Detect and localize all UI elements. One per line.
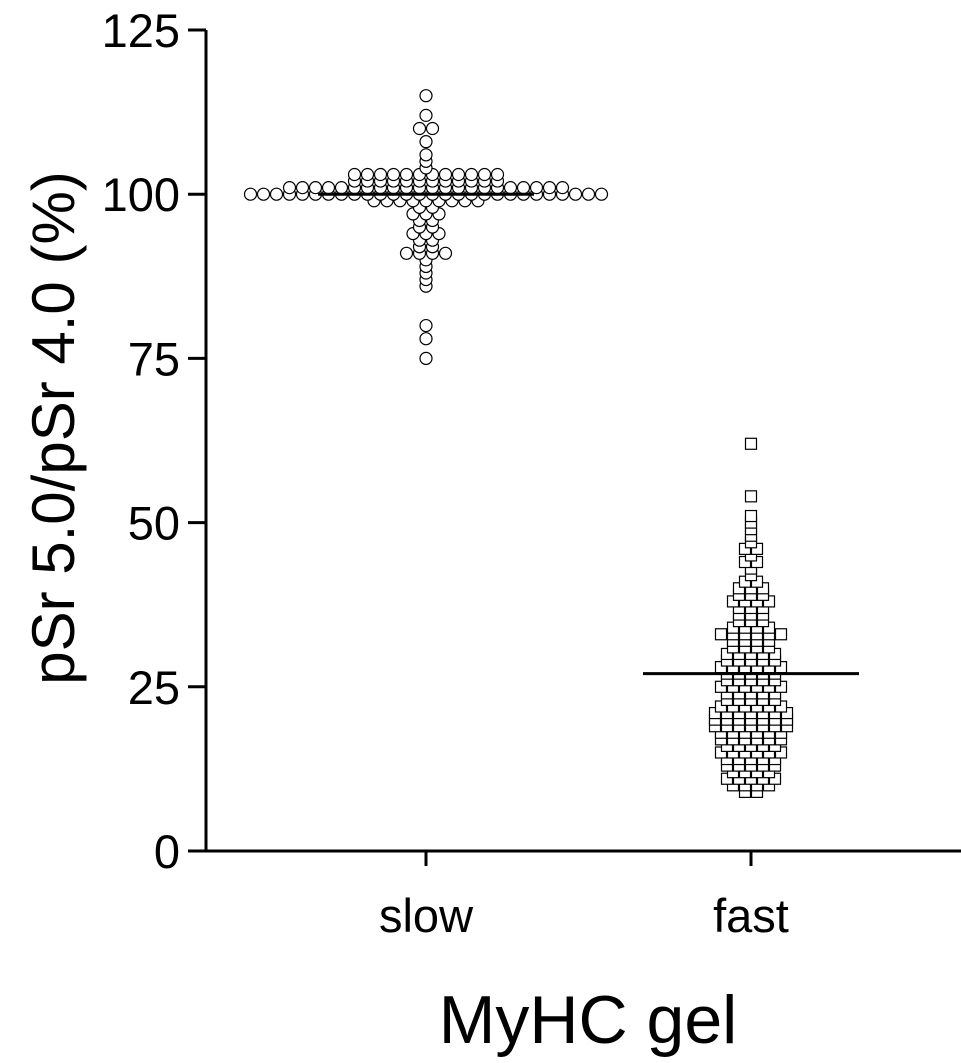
data-point-slow bbox=[419, 148, 433, 162]
x-axis-title: MyHC gel bbox=[439, 982, 738, 1058]
data-point-slow bbox=[347, 167, 362, 182]
y-tick-label: 100 bbox=[102, 168, 180, 221]
mean-lines bbox=[318, 192, 859, 676]
data-point-slow bbox=[334, 181, 349, 195]
data-point-slow bbox=[581, 187, 596, 201]
data-point-slow bbox=[399, 167, 414, 182]
data-point-fast bbox=[714, 628, 728, 641]
data-point-slow bbox=[256, 187, 271, 201]
data-point-slow bbox=[243, 187, 258, 201]
data-point-slow bbox=[451, 167, 466, 182]
data-point-slow bbox=[399, 246, 414, 260]
data-point-slow bbox=[438, 246, 453, 260]
data-point-slow bbox=[295, 181, 310, 195]
data-point-fast bbox=[744, 509, 758, 523]
data-point-slow bbox=[464, 167, 479, 182]
x-ticks: slow fast bbox=[379, 851, 789, 942]
data-point-slow bbox=[419, 318, 433, 333]
data-point-slow bbox=[425, 121, 440, 136]
data-point-slow bbox=[419, 89, 433, 103]
y-axis-title: pSr 5.0/pSr 4.0 (%) bbox=[20, 171, 87, 685]
data-point-slow bbox=[321, 181, 336, 195]
y-tick-label: 125 bbox=[102, 4, 180, 57]
data-point-slow bbox=[282, 181, 297, 195]
y-tick-label: 25 bbox=[128, 661, 180, 714]
data-point-slow bbox=[516, 181, 531, 195]
x-tick-label-slow: slow bbox=[379, 889, 474, 942]
data-point-slow bbox=[269, 187, 284, 201]
data-point-slow bbox=[477, 167, 492, 182]
data-point-slow bbox=[419, 135, 433, 149]
y-tick-label: 0 bbox=[154, 825, 180, 878]
axes bbox=[204, 30, 961, 853]
data-point-slow bbox=[438, 167, 453, 182]
y-tick-label: 50 bbox=[128, 497, 180, 550]
data-point-slow bbox=[419, 332, 433, 346]
data-point-slow bbox=[555, 181, 570, 195]
data-point-slow bbox=[419, 108, 433, 122]
data-point-fast bbox=[744, 490, 758, 503]
data-point-fast bbox=[744, 437, 758, 450]
data-point-slow bbox=[360, 167, 375, 182]
data-point-slow bbox=[386, 167, 401, 182]
data-point-slow bbox=[490, 167, 505, 182]
data-point-slow bbox=[568, 187, 583, 201]
y-tick-label: 75 bbox=[128, 332, 180, 385]
data-point-fast bbox=[774, 628, 788, 641]
data-point-slow bbox=[373, 167, 388, 182]
x-tick-label-fast: fast bbox=[713, 889, 789, 942]
data-point-slow bbox=[503, 181, 518, 195]
y-ticks: 0 25 50 75 100 125 bbox=[102, 4, 206, 878]
data-points bbox=[243, 89, 794, 798]
data-point-slow bbox=[529, 181, 544, 195]
data-point-slow bbox=[412, 121, 427, 136]
data-point-slow bbox=[542, 181, 557, 195]
data-point-slow bbox=[419, 351, 433, 365]
data-point-slow bbox=[308, 181, 323, 195]
data-point-slow bbox=[594, 187, 609, 201]
